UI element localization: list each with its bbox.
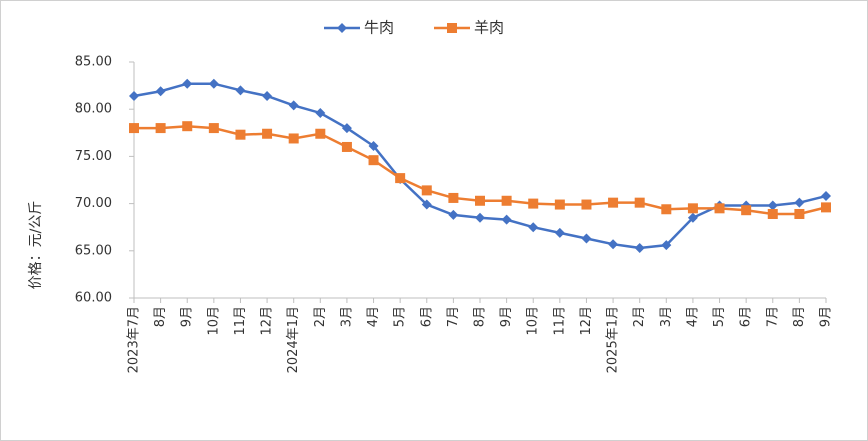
point: [687, 212, 698, 223]
point: [129, 123, 139, 134]
point: [288, 100, 299, 111]
x-tick-label: 6月: [419, 306, 434, 327]
x-tick-label: 2025年1月: [606, 306, 621, 373]
x-tick-label: 11月: [552, 306, 567, 336]
y-tick-label: 65.00: [75, 243, 112, 258]
point: [608, 239, 619, 250]
y-tick-label: 75.00: [75, 149, 112, 164]
x-tick-label: 9月: [499, 306, 514, 327]
x-tick-label: 9月: [180, 306, 195, 327]
point: [155, 123, 166, 134]
x-tick-label: 3月: [339, 306, 354, 327]
point: [129, 90, 139, 101]
point: [262, 90, 273, 101]
point: [528, 198, 539, 209]
point: [235, 129, 246, 140]
point: [767, 200, 778, 211]
x-tick-label: 10月: [206, 306, 221, 336]
point: [501, 214, 512, 225]
y-tick-label: 80.00: [75, 102, 112, 117]
point: [821, 202, 831, 213]
x-tick-label: 10月: [526, 306, 541, 336]
point: [767, 208, 778, 219]
point: [687, 203, 698, 214]
point: [288, 133, 299, 144]
legend-marker: [447, 23, 457, 33]
point: [368, 141, 379, 152]
point: [554, 199, 565, 210]
x-tick-label: 6月: [739, 306, 754, 327]
point: [395, 173, 406, 184]
point: [182, 121, 193, 132]
x-tick-label: 4月: [685, 306, 700, 327]
x-tick-label: 8月: [792, 306, 807, 327]
point: [315, 128, 326, 139]
point: [315, 107, 326, 118]
point: [608, 197, 619, 208]
x-tick-label: 12月: [260, 306, 275, 336]
point: [341, 141, 352, 152]
point: [501, 195, 512, 206]
point: [554, 227, 565, 238]
x-tick-label: 8月: [153, 306, 168, 327]
point: [235, 85, 246, 96]
point: [262, 128, 273, 139]
y-tick-label: 85.00: [75, 55, 112, 70]
x-tick-label: 7月: [446, 306, 461, 327]
x-tick-label: 9月: [819, 306, 834, 327]
point: [182, 78, 193, 89]
point: [208, 123, 219, 134]
x-tick-label: 11月: [233, 306, 248, 336]
x-tick-label: 2024年1月: [286, 306, 301, 373]
point: [448, 192, 459, 203]
legend-marker: [337, 23, 347, 33]
point: [421, 185, 432, 196]
x-tick-label: 2月: [632, 306, 647, 327]
x-tick-label: 2023年7月: [127, 306, 142, 373]
point: [794, 197, 805, 208]
point: [661, 204, 672, 215]
x-tick-label: 5月: [393, 306, 408, 327]
point: [475, 212, 485, 223]
point: [368, 155, 379, 166]
legend-label: 牛肉: [364, 19, 394, 37]
x-tick-label: 7月: [765, 306, 780, 327]
point: [714, 203, 725, 214]
point: [821, 191, 831, 202]
point: [581, 233, 592, 244]
x-tick-label: 4月: [366, 306, 381, 327]
point: [155, 86, 166, 97]
point: [208, 78, 219, 89]
point: [581, 199, 592, 210]
point: [741, 205, 752, 216]
point: [421, 199, 432, 210]
point: [634, 197, 645, 208]
point: [794, 208, 805, 219]
x-tick-label: 3月: [659, 306, 674, 327]
y-axis-label: 价格：元/公斤: [28, 201, 44, 290]
point: [448, 209, 459, 220]
y-tick-label: 60.00: [75, 291, 112, 306]
x-tick-label: 8月: [473, 306, 488, 327]
point: [341, 123, 352, 134]
point: [528, 222, 539, 233]
point: [475, 195, 485, 206]
point: [661, 240, 672, 251]
x-tick-label: 5月: [712, 306, 727, 327]
legend-label: 羊肉: [474, 19, 504, 37]
x-tick-label: 12月: [579, 306, 594, 336]
x-tick-label: 2月: [313, 306, 328, 327]
y-tick-label: 70.00: [75, 196, 112, 211]
point: [634, 242, 645, 253]
